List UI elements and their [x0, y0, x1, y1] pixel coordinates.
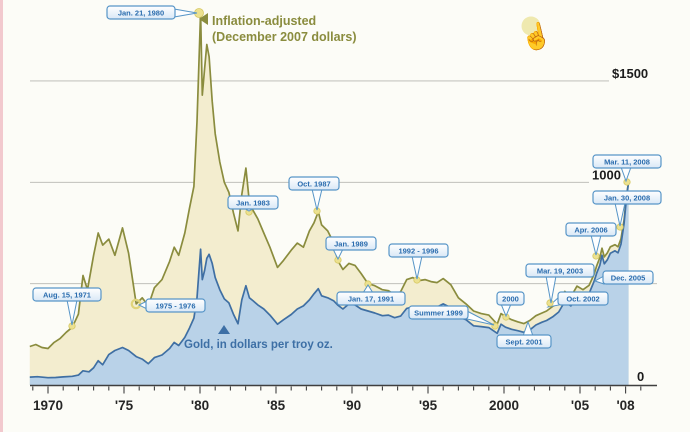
left-arrow-icon [199, 13, 208, 25]
legend-nominal-label: Gold, in dollars per troy oz. [184, 339, 333, 351]
cursor-halo [521, 16, 541, 36]
annotation-callout: Jan. 1989 [325, 236, 377, 264]
annotation-callout: 1975 - 1976 [130, 298, 206, 313]
callout-label: Jan. 17, 1991 [348, 295, 394, 304]
callout-box [408, 305, 469, 320]
highlight-dot [623, 178, 631, 186]
callout-box [336, 291, 406, 306]
x-axis-label: '85 [267, 398, 286, 413]
legend-inflation-line2: (December 2007 dollars) [212, 30, 357, 44]
callout-label: Mar. 19, 2003 [537, 267, 583, 276]
callout-label: Jan. 30, 2008 [604, 194, 650, 203]
x-axis-label: '08 [616, 398, 635, 413]
callout-label: Jan. 21, 1980 [118, 9, 164, 18]
callout-box [557, 291, 609, 306]
callout-tail [311, 188, 323, 211]
legend-inflation-adjusted: Inflation-adjusted (December 2007 dollars… [199, 13, 357, 44]
annotation-callout: Apr. 2006 [565, 222, 617, 260]
x-axis-label: '90 [343, 398, 361, 413]
annotation-callout: Jan. 30, 2008 [592, 190, 662, 231]
inflation-adjusted-area [29, 12, 629, 385]
callout-box [602, 270, 654, 285]
annotation-callout: Jan. 1983 [227, 195, 279, 216]
callout-box [496, 291, 525, 306]
highlight-dot [491, 322, 499, 330]
callout-box [227, 195, 279, 210]
x-axis-label: '80 [191, 398, 209, 413]
legend-nominal-gold: Gold, in dollars per troy oz. [184, 325, 333, 351]
callout-label: Sept. 2001 [505, 338, 542, 347]
annotation-callout: Oct. 1987 [288, 176, 340, 215]
x-axis-label: 2000 [489, 398, 519, 413]
callout-box [145, 298, 206, 313]
callout-label: 2000 [502, 295, 519, 304]
x-axis: 1970 '75 '80 '85 '90 '95 2000 '05 '08 [30, 384, 657, 413]
x-axis-label: '75 [115, 398, 134, 413]
callout-box [525, 263, 595, 278]
callout-tail [590, 234, 602, 256]
annotation-callout: Dec. 2005 [593, 270, 654, 285]
annotation-callout: Mar. 11, 2008 [592, 154, 662, 186]
callout-box [106, 5, 176, 20]
callout-label: Oct. 1987 [297, 180, 330, 189]
callout-box [325, 236, 377, 251]
callout-tail [620, 166, 632, 183]
series-areas [29, 11, 630, 385]
annotation-callout: Mar. 19, 2003 [525, 263, 595, 307]
callout-label: Oct. 2002 [566, 295, 599, 304]
callout-label: 1975 - 1976 [155, 302, 195, 311]
screen-edge-strip [0, 0, 3, 432]
callout-label: Dec. 2005 [611, 274, 646, 283]
annotation-callout: 1992 - 1996 [388, 243, 449, 284]
callout-tail [545, 275, 557, 304]
x-axis-label: '05 [571, 398, 590, 413]
callout-box [592, 154, 662, 169]
annotation-callout: Jan. 21, 1980 [106, 5, 204, 20]
annotation-callout: Jan. 17, 1991 [336, 280, 406, 306]
callout-label: Jan. 1989 [334, 240, 368, 249]
callout-label: Apr. 2006 [574, 226, 607, 235]
callout-label: Summer 1999 [414, 309, 463, 318]
callout-box [388, 243, 449, 258]
up-arrow-icon [218, 325, 230, 334]
callout-box [32, 287, 102, 302]
callout-box [592, 190, 662, 205]
callout-label: Mar. 11, 2008 [604, 158, 650, 167]
annotation-callout: 2000 [496, 291, 525, 321]
callout-label: 1992 - 1996 [398, 247, 438, 256]
x-axis-label: 1970 [33, 398, 63, 413]
callout-tail [411, 255, 423, 280]
nominal-gold-line [29, 182, 630, 379]
annotation-callout: Oct. 2002 [546, 291, 609, 308]
nominal-gold-area [29, 182, 629, 385]
y-axis-label: $1500 [612, 66, 648, 81]
annotation-callout: Sept. 2001 [496, 320, 552, 349]
callout-tail [173, 8, 198, 18]
cursor-hand-icon: ☝ [517, 16, 555, 55]
x-axis-label: '95 [419, 398, 438, 413]
annotation-callout: Aug. 15, 1971 [32, 287, 102, 330]
callout-label: Aug. 15, 1971 [43, 291, 91, 300]
highlight-dot [546, 299, 554, 307]
y-axis-label: 0 [637, 369, 644, 384]
annotation-callout: Summer 1999 [408, 305, 499, 330]
y-axis-label: 1000 [592, 167, 621, 182]
legend-inflation-line1: Inflation-adjusted [212, 14, 316, 28]
callout-box [565, 222, 617, 237]
callout-box [288, 176, 340, 191]
callout-box [496, 334, 552, 349]
callout-label: Jan. 1983 [236, 199, 270, 208]
